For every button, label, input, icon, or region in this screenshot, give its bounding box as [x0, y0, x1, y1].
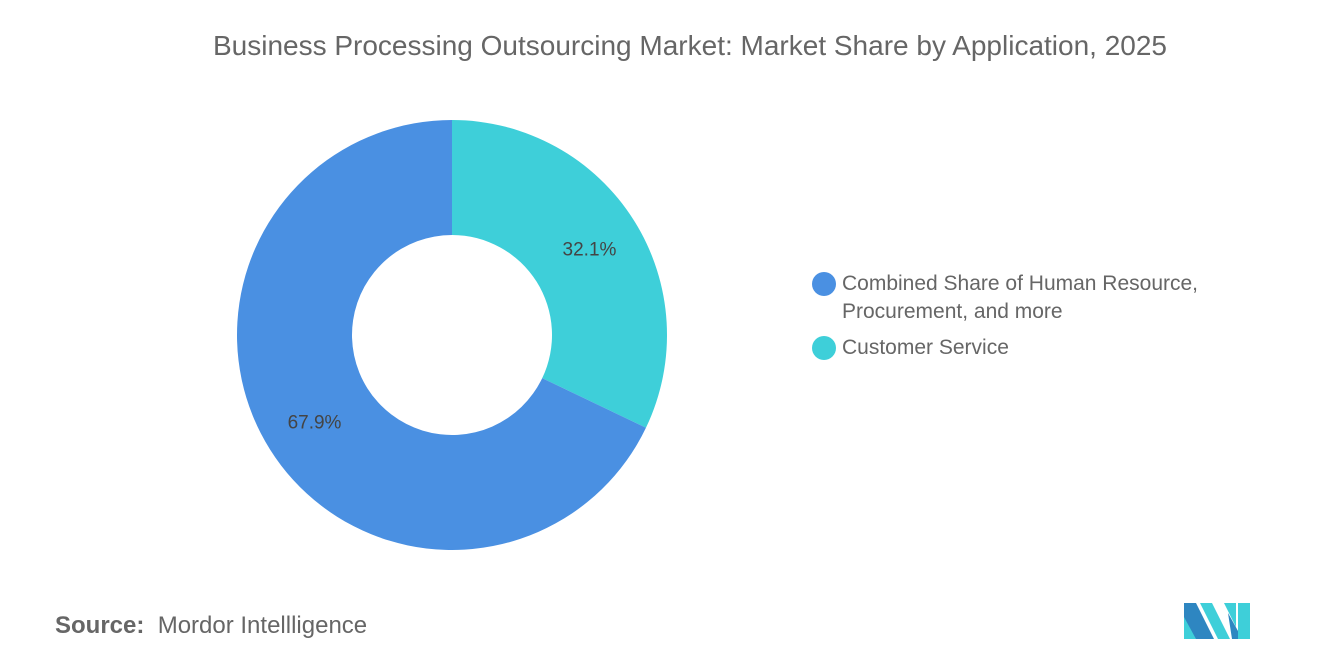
- source-note: Source: Mordor Intellligence: [55, 612, 367, 640]
- legend: Combined Share of Human Resource, Procur…: [812, 270, 1242, 370]
- legend-label: Customer Service: [842, 336, 1009, 359]
- chart-title: Business Processing Outsourcing Market: …: [212, 30, 1168, 61]
- legend-label: Combined Share of Human Resource, Procur…: [842, 272, 1199, 323]
- data-label-1: 67.9%: [288, 413, 342, 434]
- donut-slice-0[interactable]: [452, 120, 667, 428]
- data-label-0: 32.1%: [563, 239, 617, 260]
- legend-item-customer-service[interactable]: Customer Service: [812, 334, 1242, 362]
- source-value: Mordor Intellligence: [157, 612, 368, 639]
- donut-slice-1[interactable]: [237, 120, 646, 550]
- mordor-logo: [1184, 603, 1250, 639]
- legend-item-combined[interactable]: Combined Share of Human Resource, Procur…: [812, 270, 1242, 326]
- legend-swatch: [812, 336, 836, 360]
- source-label: Source:: [55, 612, 145, 639]
- legend-swatch: [812, 272, 836, 296]
